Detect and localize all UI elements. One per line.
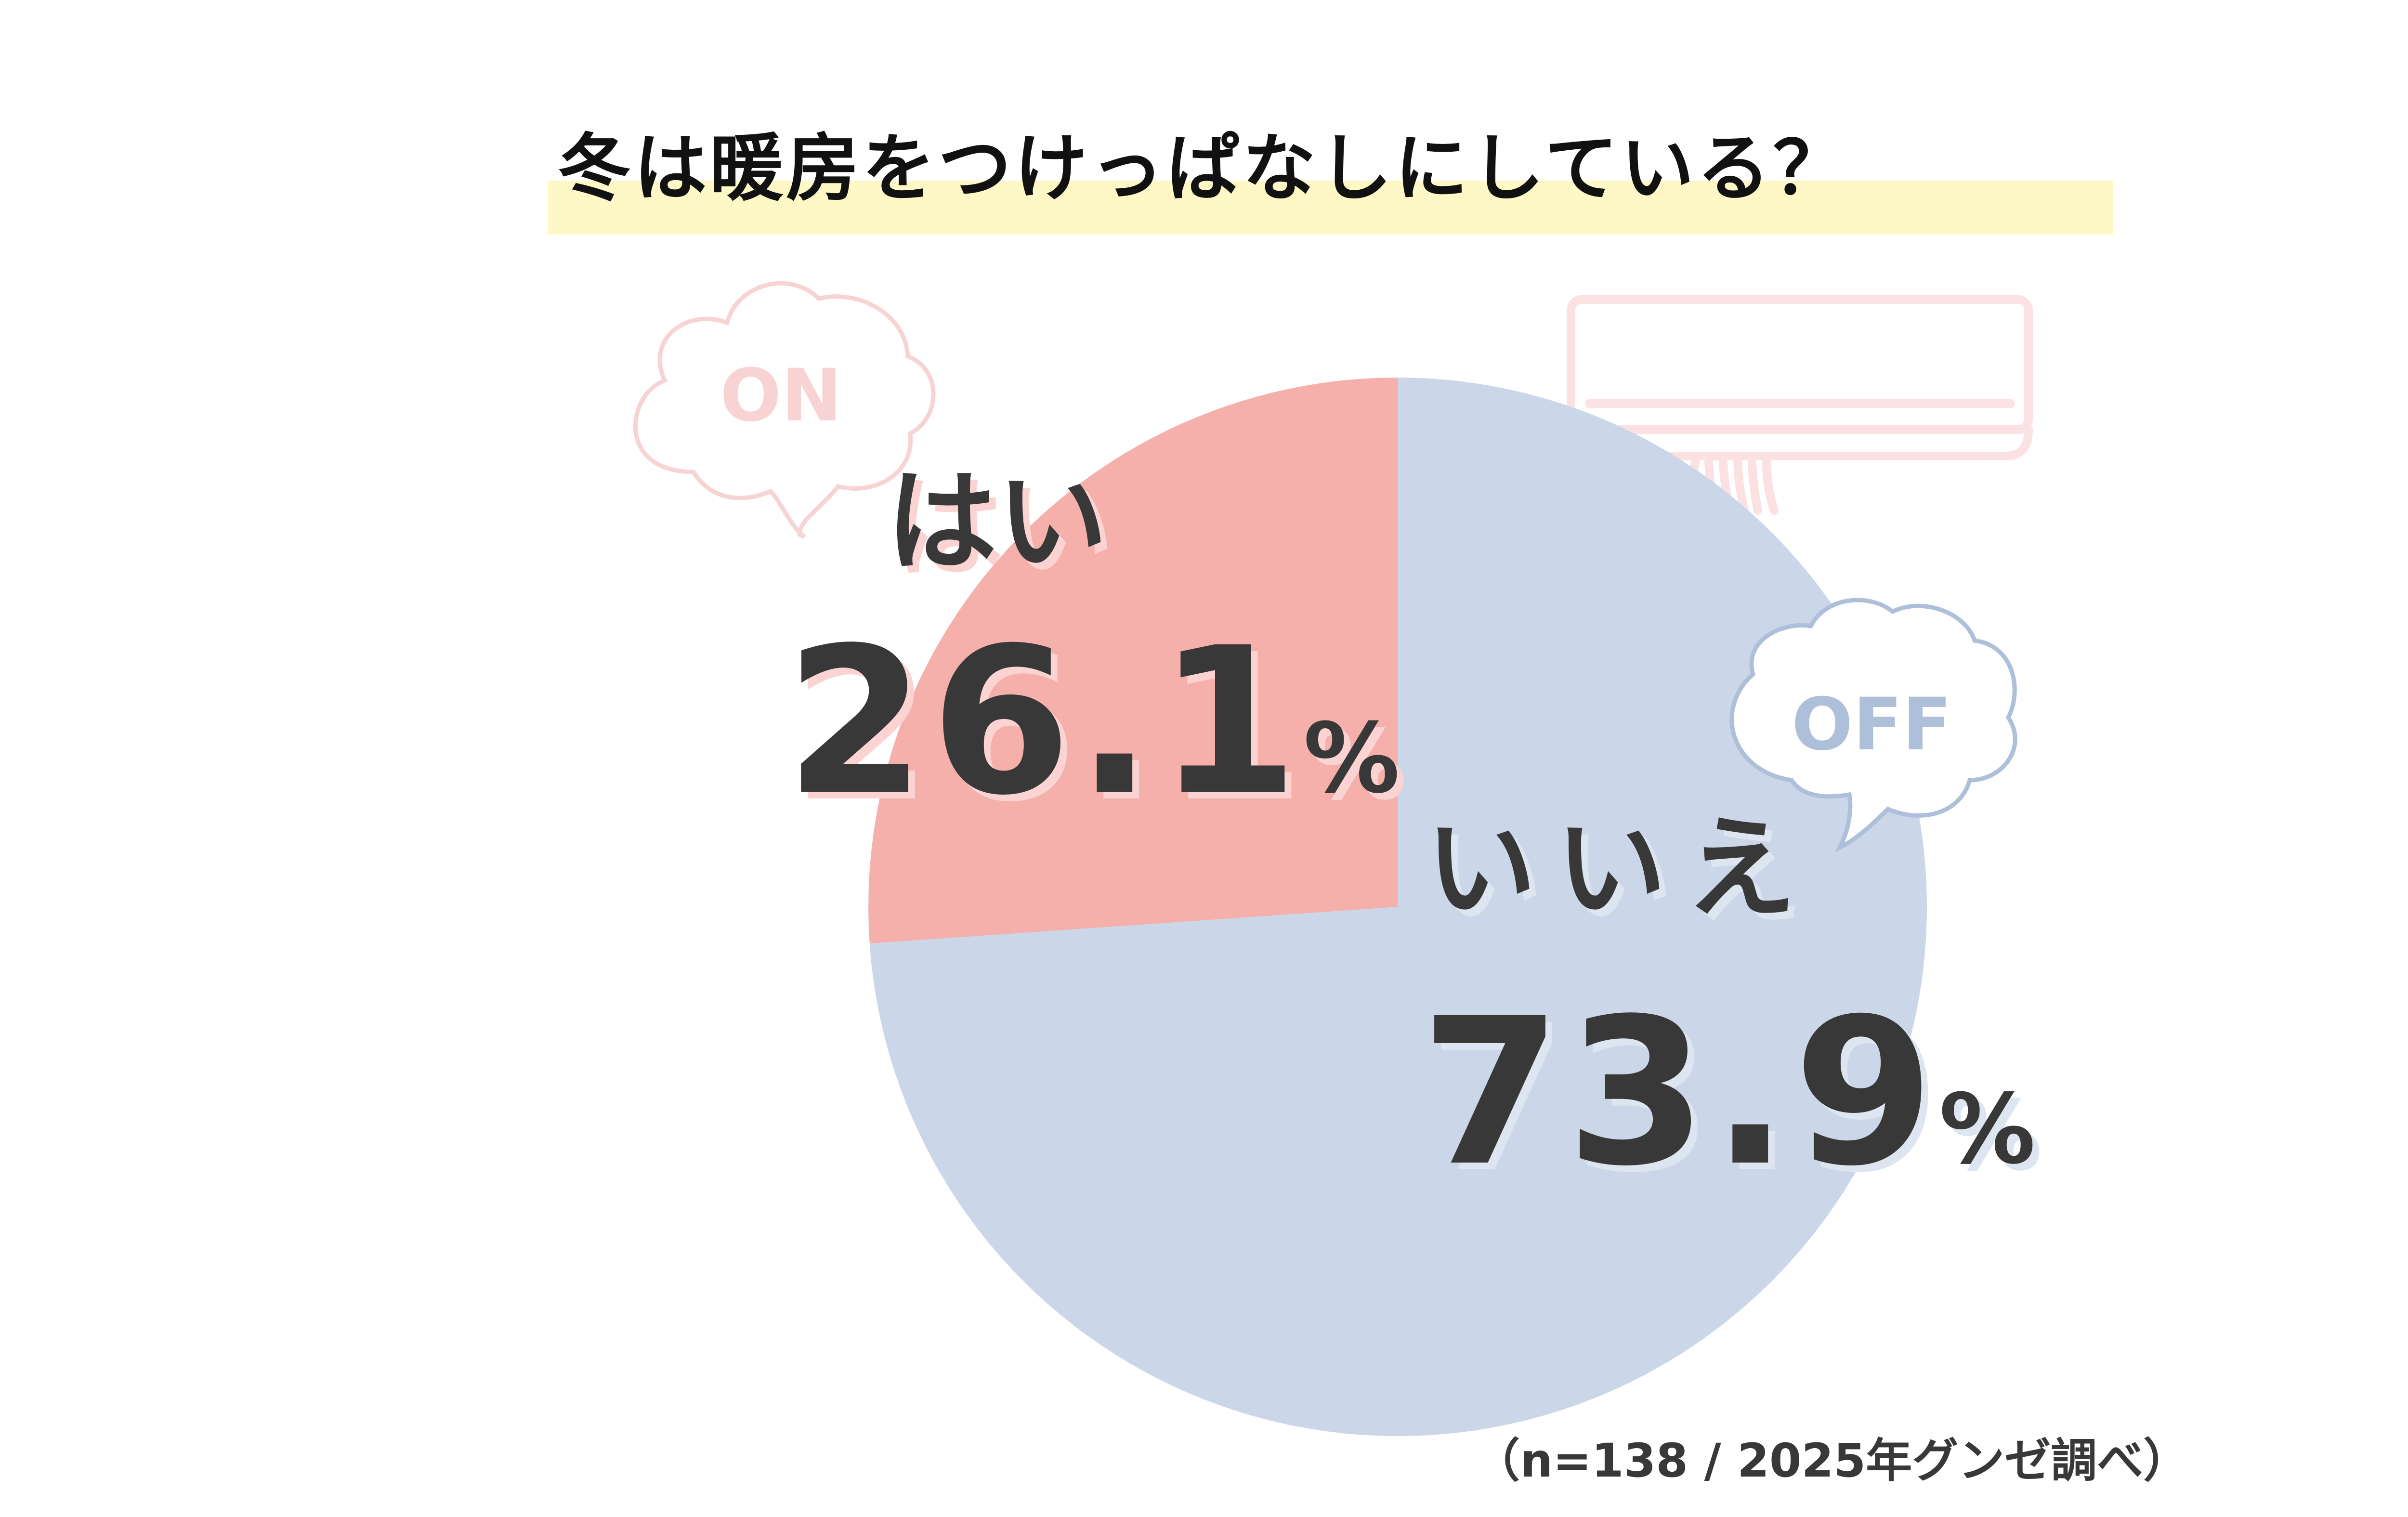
survey-footnote: （n=138 / 2025年グンゼ調べ） [1474, 1434, 2190, 1488]
yes-label: はい [886, 458, 1108, 587]
pie [868, 378, 1927, 1436]
no-label: いいえ [1426, 805, 1816, 933]
no-value-group: 73.9% [1421, 992, 2036, 1194]
yes-value: 26.1 [785, 604, 1304, 840]
pie-slice-yes [868, 378, 1398, 943]
off-speech-bubble-icon [1729, 598, 2017, 853]
no-value: 73.9 [1421, 975, 1939, 1211]
off-bubble-label: OFF [1792, 683, 1952, 767]
no-unit: % [1939, 1073, 2036, 1186]
title-highlight [548, 181, 2113, 235]
on-bubble-label: ON [720, 354, 842, 438]
yes-value-group: 26.1% [785, 621, 1400, 824]
on-speech-bubble-icon [633, 281, 936, 539]
chart-title-block: 冬は暖房をつけっぱなしにしている？ [548, 113, 2113, 235]
yes-unit: % [1303, 703, 1400, 815]
chart-title: 冬は暖房をつけっぱなしにしている？ [558, 126, 1849, 211]
